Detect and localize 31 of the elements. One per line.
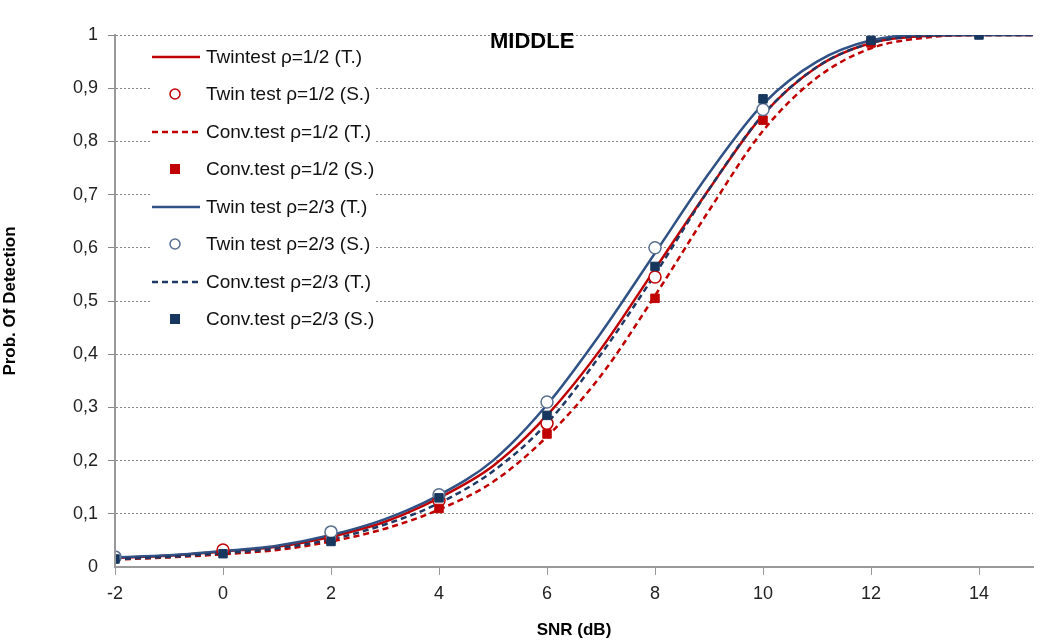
x-tick-label: 4 [433, 582, 445, 603]
y-axis-title: Prob. Of Detection [0, 226, 19, 376]
chart-title: MIDDLE [490, 28, 575, 54]
legend-label: Conv.test ρ=1/2 (T.) [206, 120, 372, 143]
y-tick-label: 0 [87, 555, 98, 576]
x-tick-label: 10 [752, 582, 774, 603]
legend-label: Conv.test ρ=2/3 (S.) [206, 308, 375, 331]
y-tick-label: 0,4 [72, 343, 98, 364]
legend-label: Twin test ρ=2/3 (T.) [206, 195, 368, 218]
x-tick-label: 12 [860, 582, 882, 603]
legend-label: Twintest ρ=1/2 (T.) [206, 45, 362, 68]
y-tick-label: 0,2 [72, 449, 98, 470]
x-tick-label: 0 [217, 582, 229, 603]
y-tick-label: 0,3 [72, 396, 98, 417]
y-tick-label: 0,8 [72, 130, 98, 151]
y-tick-label: 0,6 [72, 236, 98, 257]
y-tick-label: 1 [87, 23, 98, 44]
x-tick-label: -2 [106, 582, 124, 603]
y-tick-label: 0,5 [72, 289, 98, 310]
legend-label: Conv.test ρ=2/3 (T.) [206, 270, 372, 293]
legend-label: Twin test ρ=1/2 (S.) [206, 83, 371, 106]
legend-label: Twin test ρ=2/3 (S.) [206, 233, 371, 256]
y-tick-label: 0,7 [72, 183, 98, 204]
legend-label: Conv.test ρ=1/2 (S.) [206, 158, 375, 181]
y-tick-label: 0,1 [72, 502, 98, 523]
x-tick-label: 8 [649, 582, 661, 603]
x-axis-title: SNR (dB) [536, 620, 612, 640]
x-tick-label: 6 [541, 582, 553, 603]
x-tick-label: 2 [325, 582, 337, 603]
x-tick-label: 14 [968, 582, 990, 603]
y-tick-label: 0,9 [72, 77, 98, 98]
